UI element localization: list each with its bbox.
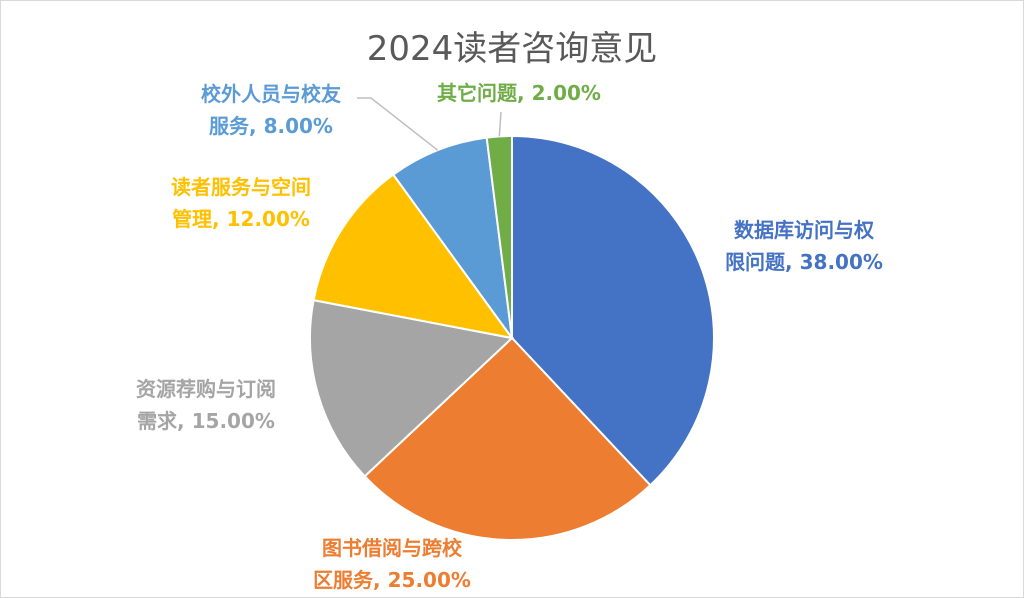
data-label-line: 服务, 8.00% xyxy=(209,114,333,138)
data-label-line: 图书借阅与跨校 xyxy=(322,536,463,560)
data-label-line: 校外人员与校友 xyxy=(201,82,341,106)
data-label-line: 资源荐购与订阅 xyxy=(136,377,276,401)
pie-slice-external-alumni xyxy=(391,136,513,339)
data-label-reader-service-space: 读者服务与空间管理, 12.00% xyxy=(171,175,311,231)
chart-title: 2024读者咨询意见 xyxy=(366,29,658,69)
data-label-other-issues: 其它问题, 2.00% xyxy=(437,81,601,105)
leader-line-external-alumni xyxy=(357,97,439,151)
data-label-database-access: 数据库访问与权限问题, 38.00% xyxy=(725,218,883,274)
data-label-borrowing-cross-campus: 图书借阅与跨校区服务, 25.00% xyxy=(313,536,471,592)
pie-slice-other-issues xyxy=(485,134,513,339)
data-label-line: 限问题, 38.00% xyxy=(725,250,883,274)
data-label-line: 其它问题, 2.00% xyxy=(437,81,601,105)
data-label-line: 读者服务与空间 xyxy=(171,175,311,199)
data-label-resource-purchase: 资源荐购与订阅需求, 15.00% xyxy=(136,377,276,433)
pie-slice-database-access xyxy=(511,134,716,487)
data-label-line: 管理, 12.00% xyxy=(172,207,310,231)
data-label-line: 需求, 15.00% xyxy=(137,409,275,433)
data-label-line: 数据库访问与权 xyxy=(734,218,875,242)
pie-slice-reader-service-space xyxy=(312,173,515,340)
leader-line-other-issues xyxy=(498,111,502,137)
pie-slice-resource-purchase xyxy=(309,298,515,478)
data-label-line: 区服务, 25.00% xyxy=(313,568,471,592)
pie-slice-borrowing-cross-campus xyxy=(363,336,652,541)
data-label-external-alumni: 校外人员与校友服务, 8.00% xyxy=(201,82,341,138)
